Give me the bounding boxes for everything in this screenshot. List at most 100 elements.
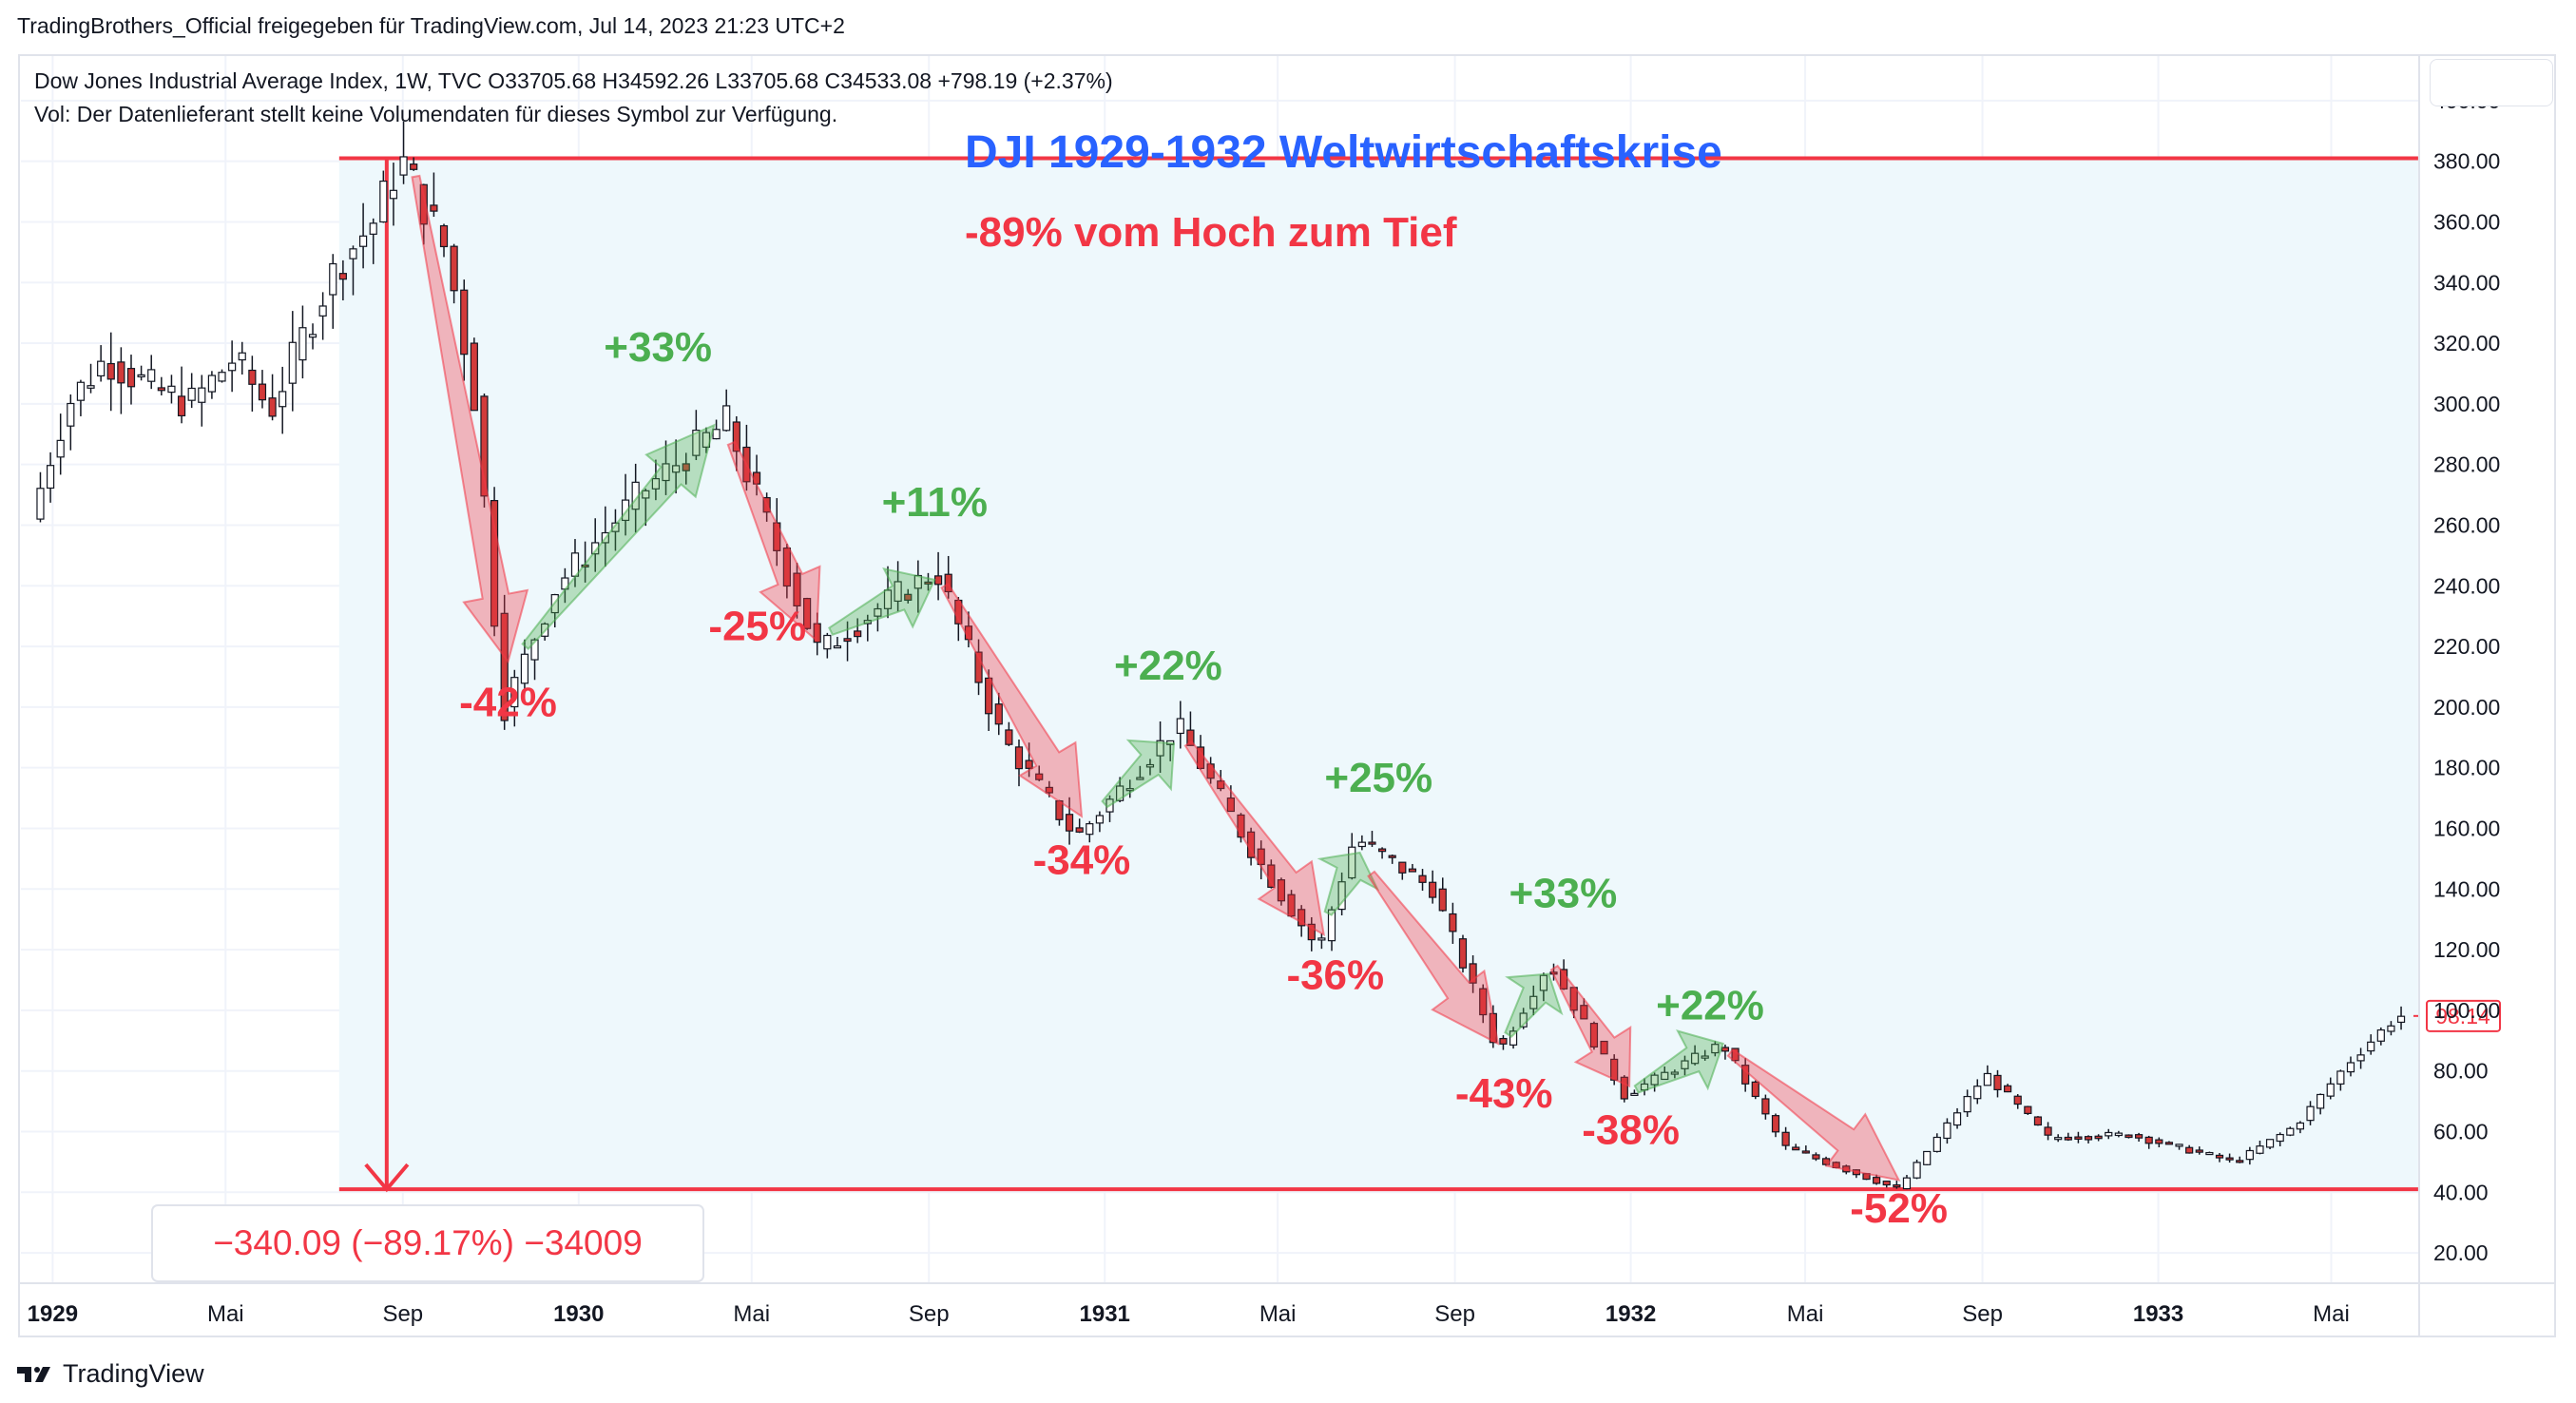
candle-body [318, 305, 327, 317]
candle-body [1337, 881, 1346, 911]
candle-body [1812, 1154, 1820, 1160]
candle-body [167, 385, 176, 394]
x-tick-label: 1933 [2133, 1301, 2183, 1327]
annotation-layer: -42% +33% -25% +11% -34% +22% -36% +25% -43% +33%… [151, 324, 2501, 1282]
candle-body [1398, 861, 1407, 874]
candle-body [1519, 1012, 1528, 1028]
candle-body [510, 677, 519, 708]
candle-body [258, 383, 267, 401]
x-tick-label: 1930 [553, 1301, 604, 1327]
x-tick-label: Mai [207, 1301, 244, 1327]
candle-body [308, 334, 317, 338]
measurement-label: −340.09 (−89.17%) −34009 [213, 1223, 643, 1262]
candle-body [177, 395, 186, 417]
tradingview-logo[interactable]: TradingView [17, 1359, 204, 1389]
candle-body [621, 499, 630, 522]
candle-body [1801, 1150, 1810, 1154]
candle-body [642, 490, 650, 499]
candle-body [1014, 746, 1024, 770]
candle-body [2064, 1136, 2072, 1141]
candle-body [1902, 1177, 1912, 1190]
x-tick-label: Sep [1962, 1301, 2003, 1327]
y-tick-label: 20.00 [2433, 1240, 2489, 1265]
candle-body [2033, 1116, 2043, 1126]
y-tick-label: 80.00 [2433, 1059, 2489, 1084]
chart-axes: 20.00 40.00 60.00 80.00 100.00 120.00 140.00 16… [18, 54, 2556, 1337]
candle-body [994, 703, 1003, 725]
move-arrow-up [828, 567, 936, 636]
measurement-box [151, 1204, 704, 1282]
candle-body [1983, 1072, 1991, 1086]
candle-body [722, 405, 731, 432]
candle-body [712, 429, 721, 440]
y-tick-label: 100.00 [2433, 998, 2500, 1023]
candle-body [228, 362, 237, 372]
candle-body [1913, 1162, 1921, 1179]
move-label-down: -38% [1582, 1106, 1680, 1153]
candle-body [672, 465, 681, 473]
candle-body [591, 542, 600, 555]
x-tick-label: 1929 [28, 1301, 78, 1327]
candle-body [470, 342, 478, 412]
candle-body [2215, 1154, 2224, 1159]
candle-body [1589, 1023, 1599, 1048]
candle-body [833, 644, 842, 649]
candle-body [793, 572, 801, 606]
move-label-up: +33% [1509, 870, 1617, 916]
candle-body [1045, 786, 1053, 794]
candle-body [56, 439, 65, 458]
move-label-down: -34% [1033, 836, 1131, 883]
y-tick-label: 140.00 [2433, 876, 2500, 901]
candle-body [2155, 1139, 2163, 1144]
candle-body [2013, 1095, 2022, 1105]
symbol-line[interactable]: Dow Jones Industrial Average Index, 1W, … [34, 68, 1113, 93]
candle-body [530, 639, 539, 661]
candle-body [2225, 1157, 2234, 1161]
candle-body [460, 289, 469, 356]
candle-body [1681, 1060, 1689, 1069]
move-arrows [411, 174, 1901, 1182]
candle-body [1761, 1098, 1770, 1115]
candle-body [985, 677, 993, 715]
candle-body [1217, 780, 1225, 790]
candle-body [2326, 1083, 2335, 1097]
candle-body [238, 352, 246, 361]
candle-body [2195, 1149, 2203, 1153]
candle-body [2134, 1134, 2143, 1139]
candle-body [480, 395, 489, 497]
chart-settings-button[interactable] [2430, 59, 2553, 106]
candle-body [1145, 763, 1155, 768]
candle-body [1005, 729, 1013, 745]
candle-body [843, 638, 852, 643]
candle-body [1943, 1122, 1951, 1140]
candle-body [2387, 1025, 2395, 1032]
candle-body [1499, 1037, 1508, 1045]
candle-body [1923, 1150, 1932, 1165]
candle-body [2265, 1139, 2275, 1148]
candle-body [117, 361, 125, 384]
move-arrow-down [1183, 740, 1325, 937]
candle-body [1116, 785, 1125, 801]
move-label-up: +22% [1656, 982, 1764, 1028]
candle-body [369, 222, 377, 235]
last-price-label: 98.14 [2435, 1004, 2490, 1028]
candle-body [1973, 1086, 1982, 1100]
y-tick-label: 40.00 [2433, 1180, 2489, 1204]
candle-body [147, 369, 156, 382]
candle-body [2004, 1085, 2012, 1093]
y-tick-label: 220.00 [2433, 634, 2500, 659]
candle-body [1690, 1052, 1700, 1065]
y-tick-label: 200.00 [2433, 695, 2500, 720]
move-label-up: +22% [1114, 643, 1222, 689]
candle-body [1711, 1044, 1720, 1054]
candle-body [338, 273, 347, 280]
x-tick-label: Sep [909, 1301, 950, 1327]
candle-body [2054, 1137, 2063, 1141]
candle-body [207, 375, 216, 393]
candle-body [1348, 846, 1356, 879]
move-arrow-up [1317, 851, 1380, 916]
candle-body [1317, 937, 1326, 941]
candle-body [1873, 1177, 1881, 1184]
candle-body [933, 575, 943, 586]
